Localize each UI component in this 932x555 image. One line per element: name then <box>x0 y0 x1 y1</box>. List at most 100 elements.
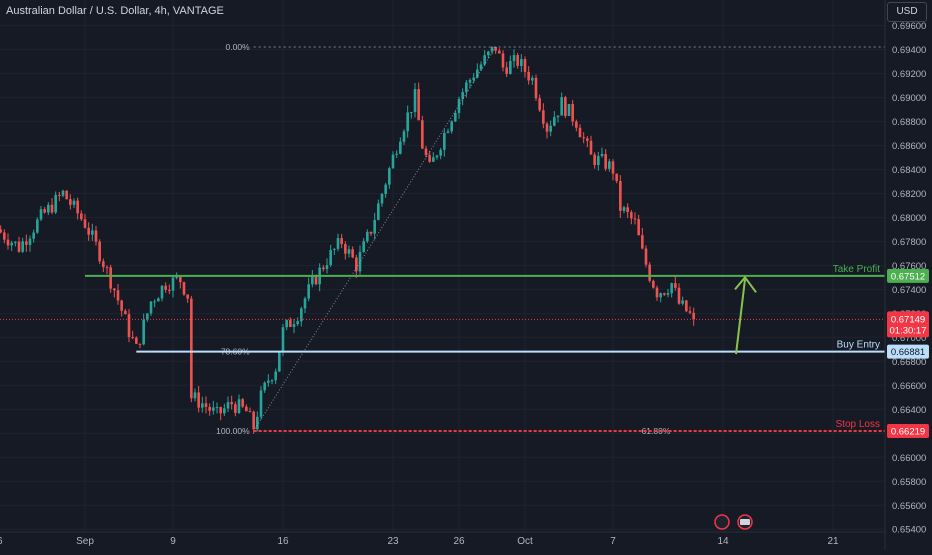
candle-body <box>116 290 120 301</box>
candle-body <box>476 69 479 78</box>
time-axis-bg <box>0 532 932 550</box>
candle-body <box>472 77 475 80</box>
candle-body <box>347 249 351 254</box>
candle-body <box>516 55 519 66</box>
candle-body <box>523 59 527 72</box>
candle-body <box>314 275 318 285</box>
candle-body <box>168 289 171 291</box>
candle-body <box>131 337 134 339</box>
candle-body <box>597 156 600 166</box>
y-tick-label: 0.69000 <box>892 93 926 104</box>
candle-body <box>109 267 112 289</box>
candle-body <box>76 200 79 214</box>
candle-body <box>252 411 255 430</box>
candle-body <box>619 180 622 211</box>
y-tick-label: 0.66400 <box>892 405 926 416</box>
candle-body <box>369 231 373 234</box>
candle-body <box>443 132 446 150</box>
candle-body <box>560 97 563 116</box>
candle-body <box>153 301 156 303</box>
candle-body <box>622 207 626 211</box>
candle-body <box>380 193 384 204</box>
candle-body <box>135 337 138 344</box>
candle-body <box>182 282 186 295</box>
candle-body <box>47 204 50 213</box>
candle-body <box>6 239 10 246</box>
candle-body <box>208 406 211 411</box>
candle-body <box>549 125 552 132</box>
candle-body <box>197 392 200 408</box>
candle-body <box>204 403 208 407</box>
candle-body <box>454 112 457 122</box>
candle-body <box>17 241 21 252</box>
symbol-title: Australian Dollar / U.S. Dollar, 4h, VAN… <box>6 5 224 17</box>
candle-body <box>124 310 127 315</box>
candle-body <box>479 64 483 70</box>
candle-body <box>666 293 670 295</box>
candle-body <box>146 313 149 320</box>
y-tick-label: 0.68400 <box>892 165 926 176</box>
candle-body <box>410 111 413 113</box>
candle-body <box>105 267 109 269</box>
candle-body <box>593 154 596 166</box>
candle-body <box>179 276 182 283</box>
x-tick-label: 7 <box>610 536 616 547</box>
candle-body <box>428 155 431 162</box>
stop-loss-label: Stop Loss <box>836 419 880 430</box>
y-tick-label: 0.67400 <box>892 285 926 296</box>
candle-body <box>241 399 244 407</box>
candle-body <box>688 311 692 313</box>
candle-body <box>637 219 640 236</box>
y-tick-label: 0.67000 <box>892 333 926 344</box>
candle-body <box>281 327 285 353</box>
candle-body <box>633 218 637 220</box>
candle-body <box>270 380 274 382</box>
candle-body <box>171 277 175 291</box>
candle-body <box>215 407 219 409</box>
y-tick-label: 0.68600 <box>892 141 926 152</box>
stop-loss-price-tag <box>887 424 929 438</box>
candle-body <box>351 249 354 258</box>
candle-body <box>575 121 578 128</box>
candle-body <box>567 104 571 116</box>
candle-body <box>10 242 13 246</box>
candle-body <box>512 55 516 62</box>
candle-body <box>520 59 523 66</box>
candle-body <box>402 131 406 142</box>
candle-body <box>157 298 160 302</box>
candle-body <box>373 219 376 234</box>
candle-body <box>600 154 604 157</box>
candle-body <box>160 285 164 299</box>
candle-body <box>483 55 486 65</box>
candle-body <box>223 408 226 414</box>
buy-entry-label: Buy Entry <box>837 340 880 351</box>
candle-body <box>446 131 450 133</box>
y-tick-label: 0.68800 <box>892 117 926 128</box>
candle-body <box>494 46 497 51</box>
candle-body <box>542 110 545 124</box>
y-tick-label: 0.66800 <box>892 357 926 368</box>
candle-body <box>424 148 428 156</box>
candle-body <box>384 184 387 194</box>
target-arrow-head <box>734 275 757 293</box>
candle-body <box>274 371 277 381</box>
target-arrow-shaft <box>735 279 746 355</box>
candle-body <box>406 112 409 132</box>
currency-button[interactable]: USD <box>887 2 927 22</box>
candle-body <box>556 115 560 118</box>
candle-body <box>226 402 230 409</box>
candle-body <box>589 140 593 155</box>
candle-body <box>72 200 76 205</box>
candle-body <box>289 320 292 327</box>
candle-body <box>487 51 490 56</box>
candle-body <box>245 406 248 412</box>
candle-body <box>509 61 512 75</box>
candle-body <box>630 212 633 219</box>
candle-body <box>322 267 325 270</box>
candle-body <box>641 235 644 249</box>
candle-body <box>28 238 32 245</box>
candle-body <box>98 241 101 262</box>
